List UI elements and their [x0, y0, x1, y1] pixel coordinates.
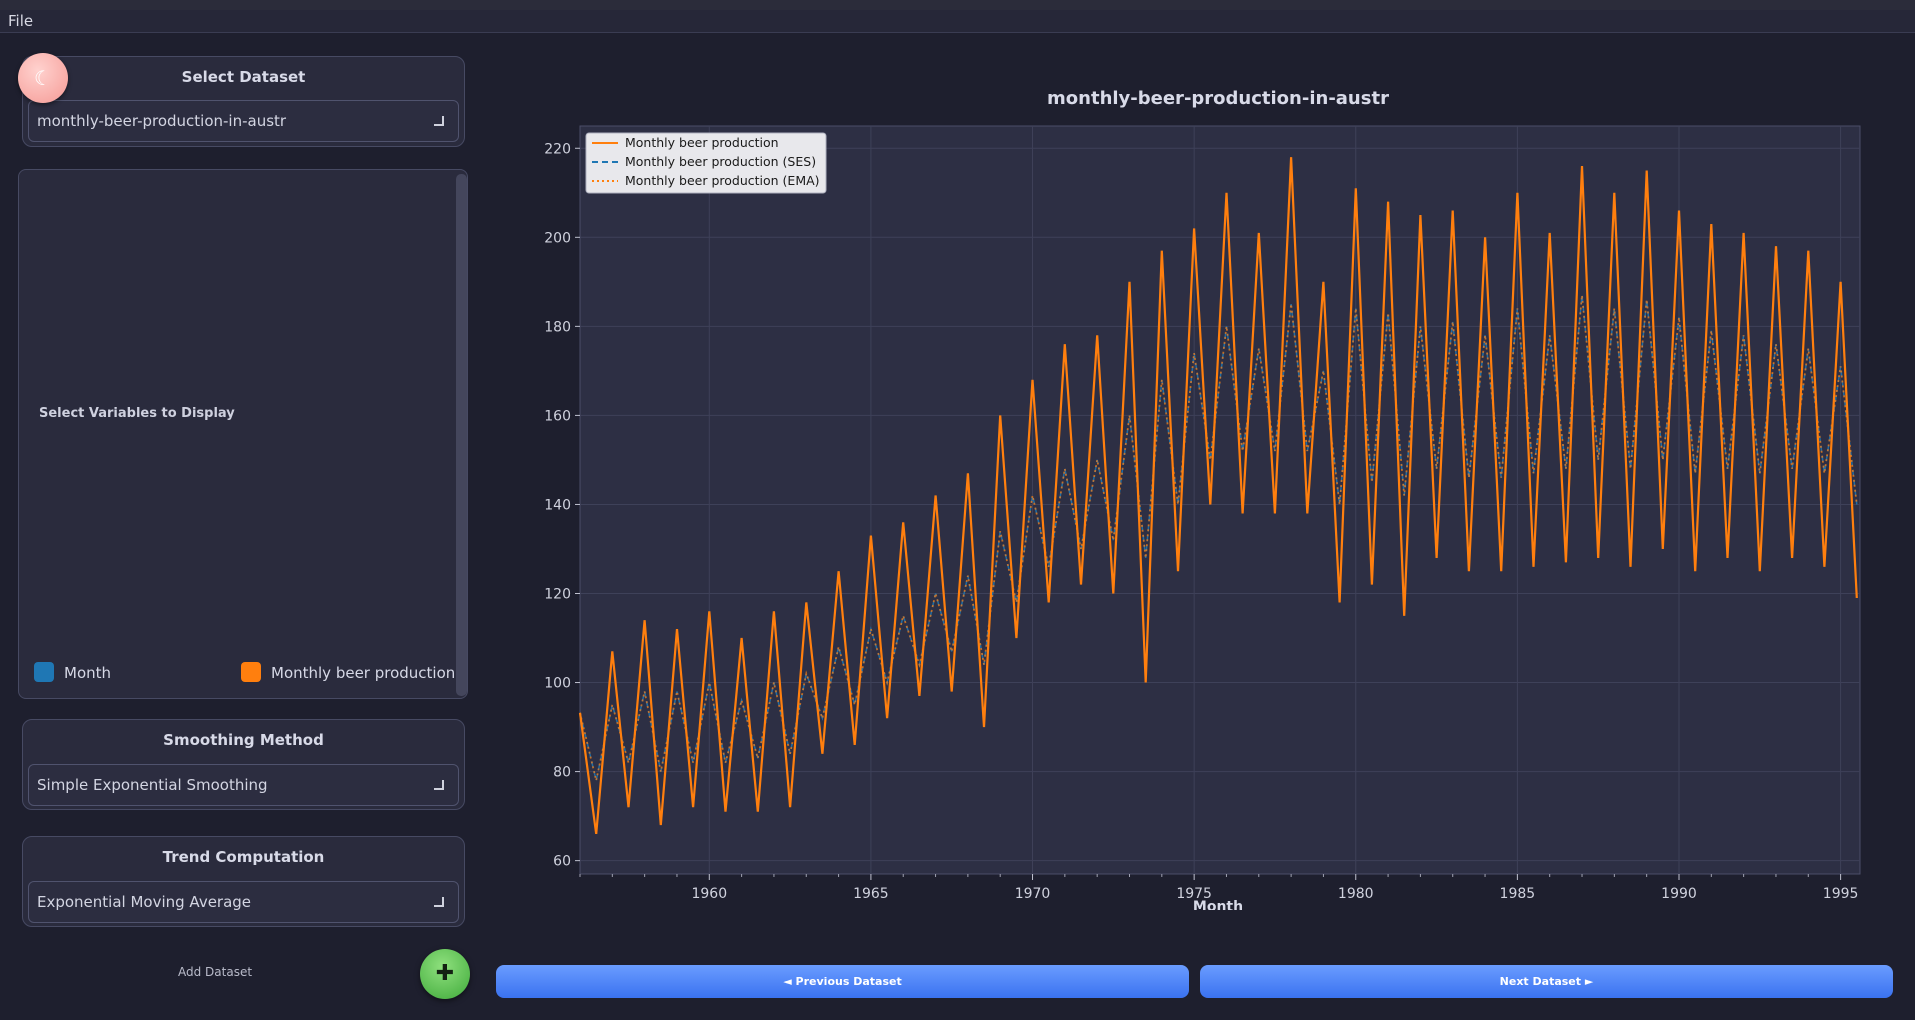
y-tick-label: 200	[544, 230, 571, 246]
y-tick-label: 140	[544, 497, 571, 513]
menu-file[interactable]: File	[8, 12, 34, 30]
dataset-select[interactable]: monthly-beer-production-in-austr	[28, 100, 459, 142]
x-tick-label: 1960	[691, 886, 727, 902]
trend-panel: Trend Computation Exponential Moving Ave…	[22, 836, 465, 927]
x-tick-label: 1995	[1823, 886, 1859, 902]
y-tick-label: 220	[544, 141, 571, 157]
menu-bar: File	[0, 10, 1915, 33]
x-tick-label: 1990	[1661, 886, 1697, 902]
checkbox-beer-production[interactable]	[241, 662, 261, 682]
legend-entry: Monthly beer production	[625, 135, 779, 150]
x-tick-label: 1965	[853, 886, 889, 902]
chart-legend: Monthly beer production Monthly beer prod…	[585, 132, 827, 194]
variables-scrollbar[interactable]	[456, 174, 467, 696]
x-tick-label: 1980	[1338, 886, 1374, 902]
checkbox-month[interactable]	[34, 662, 54, 682]
checkbox-month-label: Month	[64, 664, 112, 682]
variables-panel-title: Select Variables to Display	[39, 406, 235, 421]
x-tick-label: 1970	[1015, 886, 1051, 902]
window-top-strip	[0, 0, 1915, 10]
x-axis-label: Month	[1193, 899, 1243, 910]
add-dataset-label: Add Dataset	[178, 965, 253, 979]
x-tick-label: 1985	[1500, 886, 1536, 902]
add-dataset-button[interactable]: ✚	[420, 949, 470, 999]
plus-icon: ✚	[435, 961, 455, 986]
y-tick-label: 100	[544, 676, 571, 692]
series-beer-production-line	[578, 157, 1858, 835]
smoothing-panel-title: Smoothing Method	[163, 731, 324, 749]
x-tick-label: 1975	[1176, 886, 1212, 902]
moon-icon: ☾	[34, 66, 52, 90]
smoothing-select-value: Simple Exponential Smoothing	[37, 776, 268, 794]
checkbox-beer-production-label: Monthly beer production	[271, 664, 456, 682]
dataset-panel-title: Select Dataset	[181, 68, 306, 86]
chart: monthly-beer-production-in-austr 60 80 100…	[544, 88, 1861, 910]
y-tick-label: 60	[553, 854, 571, 870]
legend-entry: Monthly beer production (SES)	[625, 154, 816, 169]
next-dataset-button[interactable]: Next Dataset ►	[1200, 965, 1893, 998]
y-tick-label: 160	[544, 408, 571, 424]
smoothing-select[interactable]: Simple Exponential Smoothing	[28, 764, 459, 806]
smoothing-panel: Smoothing Method Simple Exponential Smoo…	[22, 719, 465, 810]
dataset-panel: Select Dataset monthly-beer-production-i…	[22, 56, 465, 147]
dataset-select-value: monthly-beer-production-in-austr	[37, 112, 287, 130]
y-tick-label: 120	[544, 587, 571, 603]
series-ema-line	[579, 295, 1858, 781]
chart-title: monthly-beer-production-in-austr	[1047, 88, 1389, 109]
y-tick-label: 180	[544, 319, 571, 335]
chevron-down-icon	[434, 780, 444, 790]
plot-area	[579, 125, 1861, 875]
theme-toggle-button[interactable]: ☾	[18, 53, 68, 103]
trend-select-value: Exponential Moving Average	[37, 893, 252, 911]
trend-panel-title: Trend Computation	[162, 848, 325, 866]
variables-panel: Select Variables to Display Month Monthl…	[18, 169, 468, 699]
previous-dataset-button[interactable]: ◄ Previous Dataset	[496, 965, 1189, 998]
trend-select[interactable]: Exponential Moving Average	[28, 881, 459, 923]
y-tick-label: 80	[553, 765, 571, 781]
legend-entry: Monthly beer production (EMA)	[625, 173, 820, 188]
chevron-down-icon	[434, 897, 444, 907]
chevron-down-icon	[434, 116, 444, 126]
